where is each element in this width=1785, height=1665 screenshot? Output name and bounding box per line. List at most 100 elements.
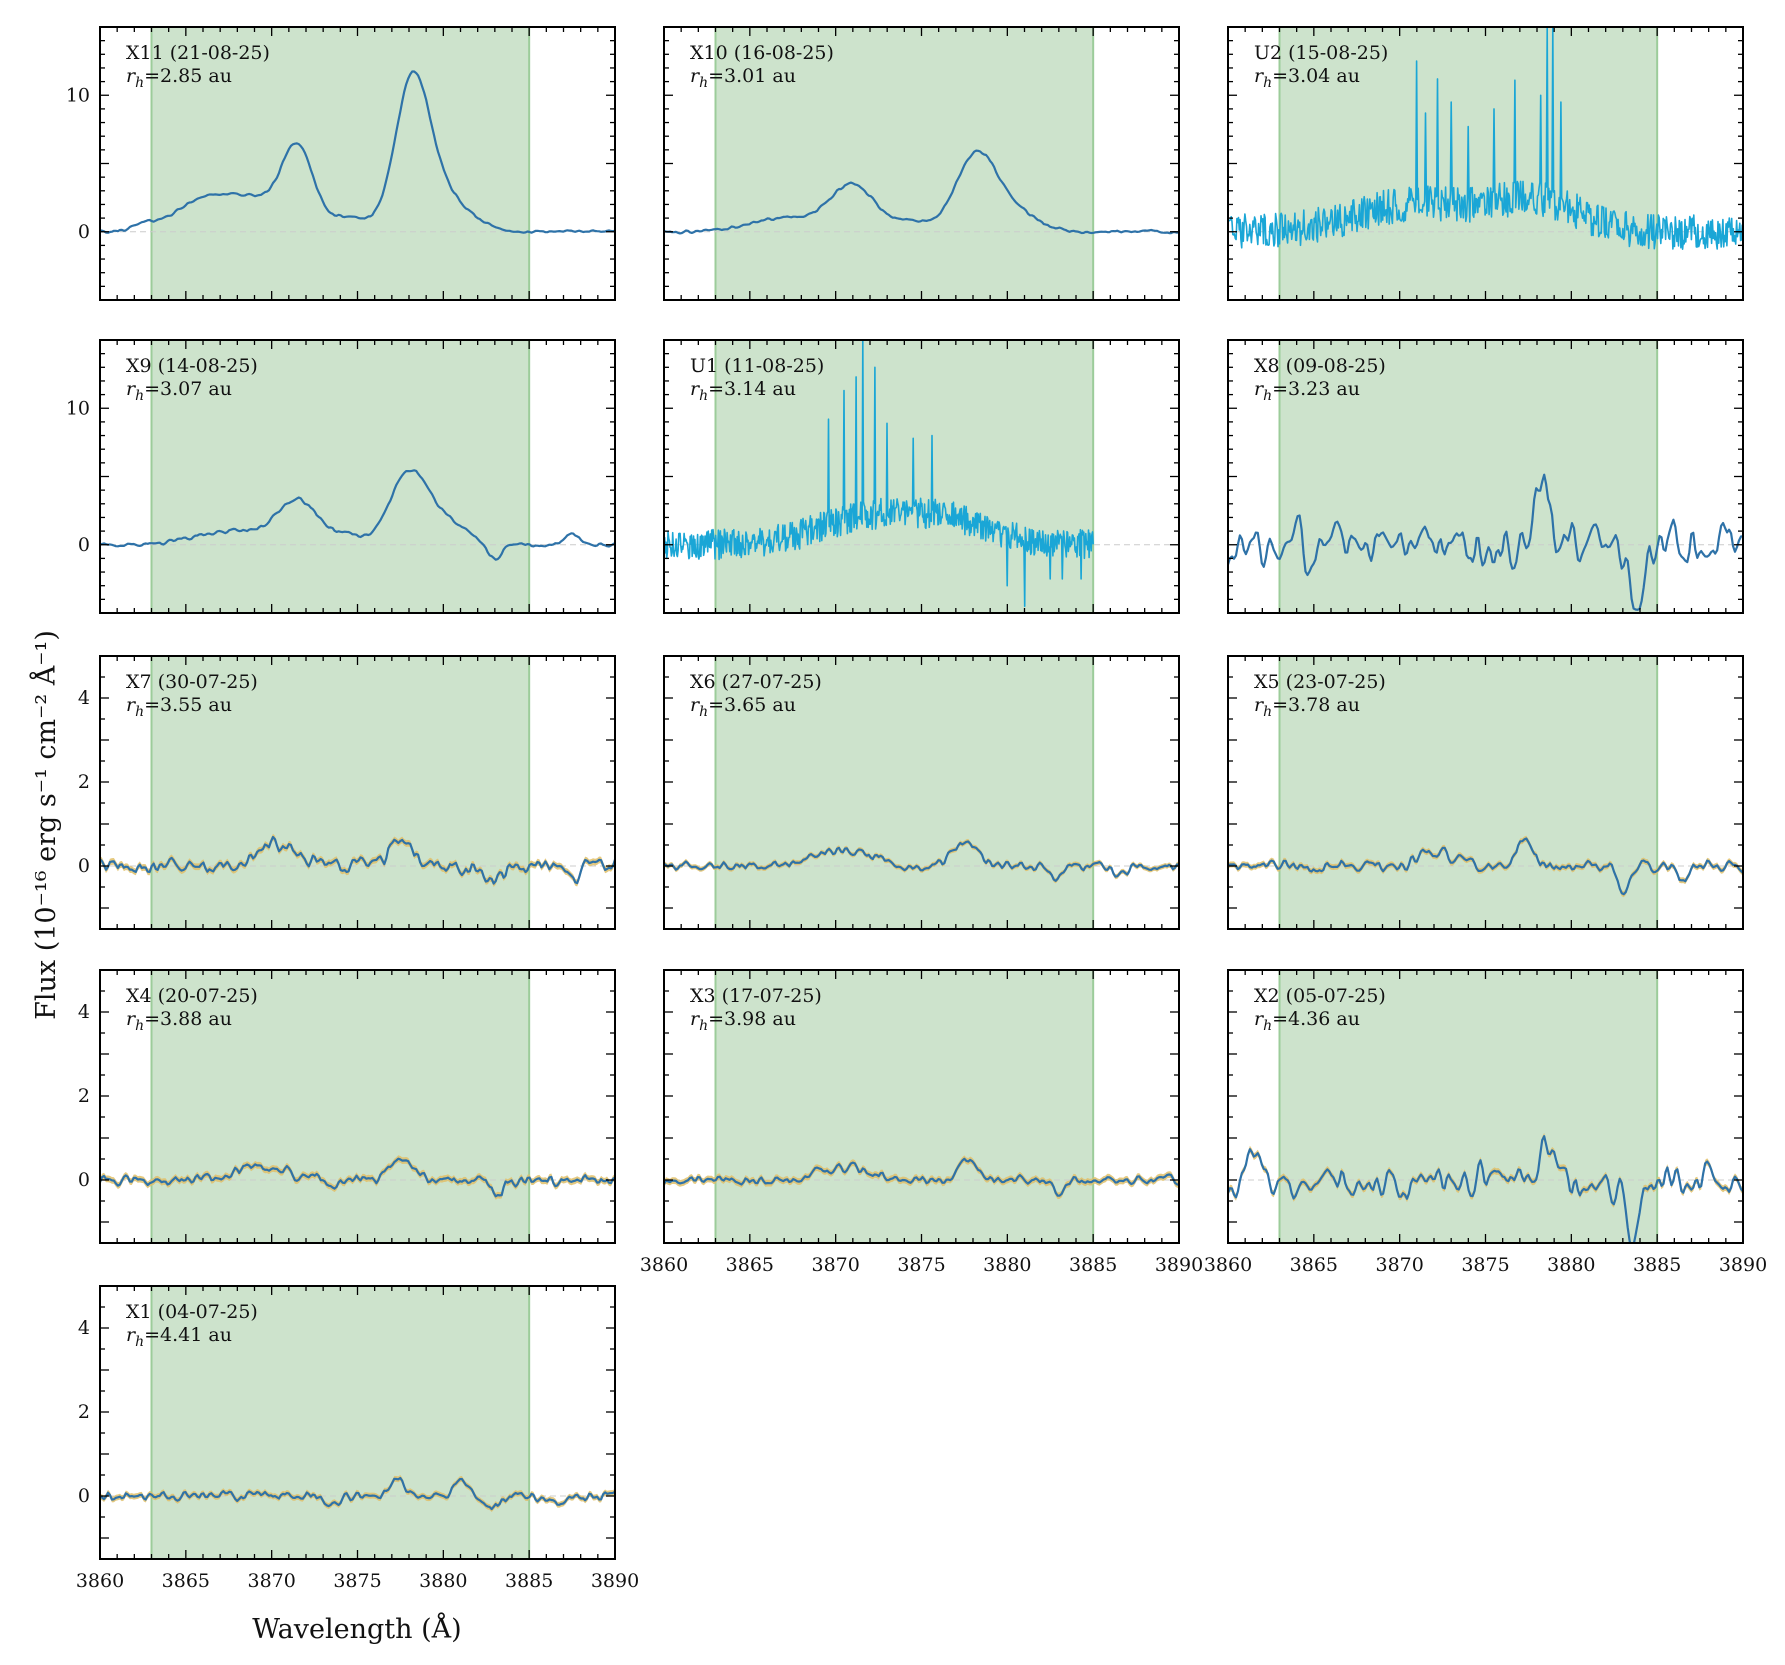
rh-value: =4.41 au (144, 1324, 232, 1346)
x-tick-label: 3865 (1290, 1254, 1338, 1276)
rh-symbol: r (690, 1008, 701, 1030)
rh-symbol: r (690, 694, 701, 716)
x-tick-label: 3870 (247, 1570, 295, 1592)
shaded-band-x7 (151, 656, 530, 929)
flux-line-x2 (1228, 1135, 1743, 1243)
rh-subscript: h (135, 75, 144, 91)
x-tick-label: 3860 (1204, 1254, 1252, 1276)
y-tick-label: 0 (78, 534, 90, 556)
panel-x1: 0 2 4 3860 3865 3870 3875 3880 3885 3890 X1 (04-07… (76, 1285, 639, 1592)
panel-rh-x1: rh=4.41 au (126, 1324, 232, 1350)
flux-line-x11 (100, 70, 615, 234)
panel-x9: 0 10 X9 (14-08-25)rh=3.07 au (66, 339, 616, 614)
shaded-band-x5 (1279, 656, 1658, 929)
rh-value: =3.65 au (708, 694, 796, 716)
panel-rh-x3: rh=3.98 au (690, 1008, 796, 1034)
rh-value: =3.78 au (1272, 694, 1360, 716)
y-tick-label: 2 (78, 771, 90, 793)
rh-subscript: h (699, 75, 708, 91)
rh-symbol: r (126, 65, 137, 87)
y-tick-label: 2 (78, 1401, 90, 1423)
y-axis-title: Flux (10⁻¹⁶ erg s⁻¹ cm⁻² Å⁻¹) (29, 630, 62, 1020)
spectrum-x11 (100, 70, 615, 234)
x-tick-label: 3885 (1069, 1254, 1117, 1276)
x-tick-label: 3890 (591, 1570, 639, 1592)
x-tick-label: 3865 (726, 1254, 774, 1276)
panel-rh-x9: rh=3.07 au (126, 378, 232, 404)
y-tick-label: 0 (78, 855, 90, 877)
shaded-band-x10 (715, 27, 1094, 300)
panel-rh-x7: rh=3.55 au (126, 694, 232, 720)
shaded-band-x1 (151, 1286, 530, 1559)
x-tick-label: 3885 (505, 1570, 553, 1592)
y-tick-label: 0 (78, 1169, 90, 1191)
rh-symbol: r (690, 65, 701, 87)
rh-subscript: h (135, 1334, 144, 1350)
x-tick-label: 3870 (1375, 1254, 1423, 1276)
shaded-band-x8 (1279, 340, 1658, 613)
spectrum-u2 (1228, 27, 1743, 250)
panel-u2: U2 (15-08-25)rh=3.04 au (1227, 26, 1744, 301)
panel-rh-x10: rh=3.01 au (690, 65, 796, 91)
x-tick-label: 3875 (897, 1254, 945, 1276)
panel-rh-u2: rh=3.04 au (1254, 65, 1360, 91)
panel-u1: U1 (11-08-25)rh=3.14 au (663, 339, 1180, 614)
panel-x4: 0 2 4 X4 (20-07-25)rh=3.88 au (78, 969, 616, 1244)
flux-line-x9 (100, 469, 615, 561)
panel-x3: 3860 3865 3870 3875 3880 3885 3890 X3 (17-07-25… (640, 969, 1203, 1276)
spectrum-x9 (100, 469, 615, 561)
rh-value: =3.01 au (708, 65, 796, 87)
panel-label-x8: X8 (09-08-25) (1254, 355, 1386, 377)
rh-symbol: r (126, 1324, 137, 1346)
panel-x5: X5 (23-07-25)rh=3.78 au (1227, 655, 1744, 930)
y-tick-label: 10 (66, 84, 90, 106)
panel-label-x6: X6 (27-07-25) (690, 671, 822, 693)
flux-line-x4 (100, 1157, 615, 1198)
rh-symbol: r (690, 378, 701, 400)
panel-rh-x11: rh=2.85 au (126, 65, 232, 91)
panel-label-x10: X10 (16-08-25) (690, 42, 834, 64)
y-tick-label: 4 (78, 1001, 90, 1023)
spectrum-x2 (1228, 1132, 1743, 1243)
rh-subscript: h (1263, 75, 1272, 91)
spectrum-x1 (100, 1475, 615, 1512)
panel-rh-x5: rh=3.78 au (1254, 694, 1360, 720)
rh-symbol: r (1254, 65, 1265, 87)
flux-line-x6 (664, 840, 1179, 882)
shaded-band-x4 (151, 970, 530, 1243)
spectrum-x10 (664, 149, 1179, 235)
shaded-band-x11 (151, 27, 530, 300)
rh-value: =3.98 au (708, 1008, 796, 1030)
x-tick-label: 3890 (1155, 1254, 1203, 1276)
spectrum-x6 (664, 838, 1179, 884)
x-tick-label: 3860 (640, 1254, 688, 1276)
rh-value: =3.07 au (144, 378, 232, 400)
rh-subscript: h (135, 704, 144, 720)
panel-label-x3: X3 (17-07-25) (690, 985, 822, 1007)
panel-x11: 0 10 X11 (21-08-25)rh=2.85 au (66, 26, 616, 301)
shaded-band-x6 (715, 656, 1094, 929)
panel-x6: X6 (27-07-25)rh=3.65 au (663, 655, 1180, 930)
shaded-band-x3 (715, 970, 1094, 1243)
y-tick-label: 0 (78, 221, 90, 243)
rh-value: =2.85 au (144, 65, 232, 87)
panel-x7: 0 2 4 X7 (30-07-25)rh=3.55 au (78, 655, 616, 930)
panel-x8: X8 (09-08-25)rh=3.23 au (1227, 339, 1744, 614)
flux-line-x5 (1228, 837, 1743, 896)
y-tick-label: 0 (78, 1485, 90, 1507)
panel-label-x7: X7 (30-07-25) (126, 671, 258, 693)
rh-subscript: h (1263, 704, 1272, 720)
rh-subscript: h (699, 388, 708, 404)
y-tick-label: 4 (78, 687, 90, 709)
rh-symbol: r (126, 378, 137, 400)
rh-subscript: h (135, 1018, 144, 1034)
panel-label-x11: X11 (21-08-25) (126, 42, 270, 64)
rh-symbol: r (1254, 378, 1265, 400)
x-tick-label: 3880 (1547, 1254, 1595, 1276)
rh-value: =4.36 au (1272, 1008, 1360, 1030)
x-tick-label: 3890 (1719, 1254, 1767, 1276)
rh-subscript: h (699, 1018, 708, 1034)
x-tick-label: 3875 (333, 1570, 381, 1592)
